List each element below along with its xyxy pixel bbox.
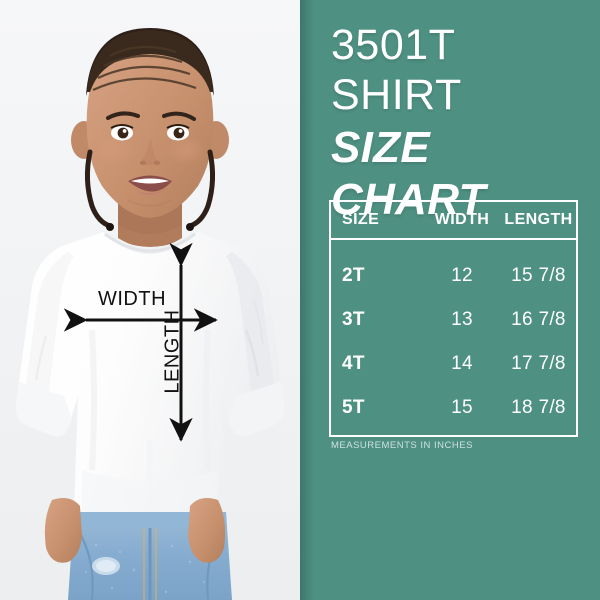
panel-shadow-edge (300, 0, 314, 600)
table-body: 2T 12 15 7/8 3T 13 16 7/8 4T 14 17 7/8 5… (331, 240, 576, 430)
size-chart-heading: SIZE CHART (331, 123, 486, 224)
cell-length: 15 7/8 (511, 265, 566, 286)
product-photo (0, 0, 300, 600)
table-header-row: SIZE WIDTH LENGTH (331, 202, 576, 240)
table-row: 3T 13 16 7/8 (331, 298, 576, 342)
measurement-units-note: MEASUREMENTS IN INCHES (331, 440, 473, 451)
size-table: SIZE WIDTH LENGTH 2T 12 15 7/8 3T 13 16 … (329, 200, 578, 437)
cell-length: 16 7/8 (511, 309, 566, 330)
cell-size: 4T (342, 353, 365, 374)
model-photo-illustration (0, 0, 300, 600)
cell-width: 14 (451, 353, 473, 374)
chart-title: 3501T SHIRT SIZE CHART (331, 20, 593, 226)
cell-size: 3T (342, 309, 365, 330)
size-chart-panel: 3501T SHIRT SIZE CHART SIZE WIDTH LENGTH… (300, 0, 600, 600)
table-row: 2T 12 15 7/8 (331, 254, 576, 298)
cell-width: 13 (451, 309, 473, 330)
header-size: SIZE (342, 211, 380, 228)
header-width: WIDTH (434, 211, 490, 228)
cell-size: 2T (342, 265, 365, 286)
cell-length: 18 7/8 (511, 397, 566, 418)
cell-length: 17 7/8 (511, 353, 566, 374)
style-number: 3501T (331, 21, 456, 69)
header-length: LENGTH (504, 211, 573, 228)
table-row: 4T 14 17 7/8 (331, 342, 576, 386)
cell-size: 5T (342, 397, 365, 418)
table-row: 5T 15 18 7/8 (331, 386, 576, 430)
cell-width: 12 (451, 265, 473, 286)
cell-width: 15 (451, 397, 473, 418)
product-name: SHIRT (331, 71, 462, 119)
